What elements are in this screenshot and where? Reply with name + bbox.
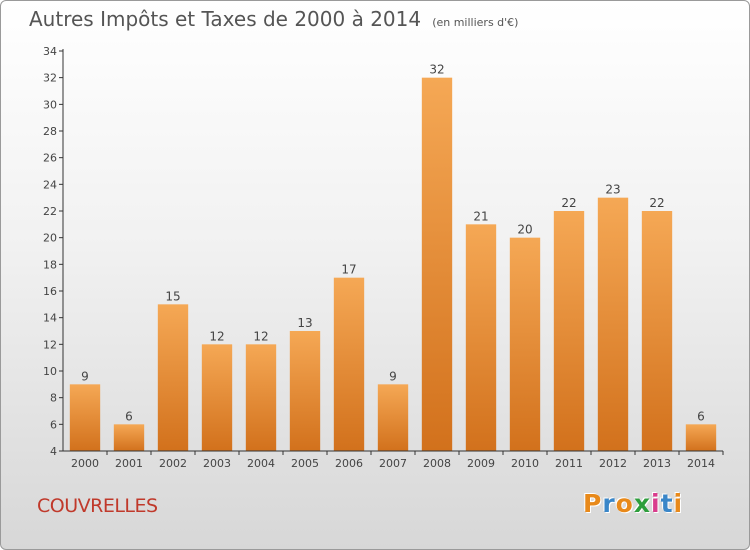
- x-tick-label-2007: 2007: [379, 457, 407, 470]
- logo-letter: i: [651, 489, 661, 518]
- logo-letter: P: [583, 489, 603, 518]
- y-tick-label: 4: [50, 445, 57, 458]
- x-tick-label-2001: 2001: [115, 457, 143, 470]
- y-tick-label: 20: [43, 232, 57, 245]
- y-tick-label: 12: [43, 338, 57, 351]
- x-tick-label-2010: 2010: [511, 457, 539, 470]
- bar-2009: [465, 224, 497, 451]
- value-label-2009: 21: [473, 209, 488, 223]
- bar-2005: [289, 331, 321, 451]
- value-label-2008: 32: [429, 63, 444, 77]
- y-tick-label: 30: [43, 98, 57, 111]
- x-tick-label-2012: 2012: [599, 457, 627, 470]
- bar-2001: [113, 424, 145, 451]
- logo-letter: x: [633, 489, 651, 518]
- bar-2007: [377, 384, 409, 451]
- y-tick-label: 32: [43, 72, 57, 85]
- x-tick-label-2005: 2005: [291, 457, 319, 470]
- value-label-2001: 6: [125, 409, 133, 423]
- proxiti-logo[interactable]: Proxiti: [583, 489, 683, 518]
- value-label-2011: 22: [561, 196, 576, 210]
- y-tick-label: 16: [43, 285, 57, 298]
- y-tick-label: 22: [43, 205, 57, 218]
- y-tick-label: 14: [43, 312, 57, 325]
- bar-2003: [201, 344, 233, 451]
- value-label-2007: 9: [389, 369, 397, 383]
- value-label-2012: 23: [605, 183, 620, 197]
- x-tick-label-2004: 2004: [247, 457, 275, 470]
- logo-letter: t: [660, 489, 674, 518]
- y-tick-label: 24: [43, 178, 57, 191]
- logo-letter: o: [615, 489, 634, 518]
- chart-title-row: Autres Impôts et Taxes de 2000 à 2014 (e…: [29, 7, 518, 31]
- value-label-2003: 12: [209, 329, 224, 343]
- x-tick-label-2000: 2000: [71, 457, 99, 470]
- x-tick-label-2013: 2013: [643, 457, 671, 470]
- bar-2011: [553, 211, 585, 451]
- x-tick-label-2011: 2011: [555, 457, 583, 470]
- value-label-2013: 22: [649, 196, 664, 210]
- value-label-2000: 9: [81, 369, 89, 383]
- bar-2002: [157, 304, 189, 451]
- bars: 9 6 15 12 12 13 17 9 32 21 20 22 23 22 6: [69, 63, 717, 452]
- y-tick-label: 34: [43, 45, 57, 58]
- x-tick-label-2014: 2014: [687, 457, 715, 470]
- chart-subtitle: (en milliers d'€): [432, 16, 519, 29]
- value-label-2014: 6: [697, 409, 705, 423]
- x-axis: 2000 2001 2002 2003 2004 2005 2006 2007 2008 2009…: [63, 450, 724, 470]
- bar-2014: [685, 424, 717, 451]
- y-tick-label: 28: [43, 125, 57, 138]
- bar-2012: [597, 197, 629, 451]
- y-tick-label: 18: [43, 258, 57, 271]
- value-label-2006: 17: [341, 263, 356, 277]
- logo-letter: r: [602, 489, 616, 518]
- bar-2000: [69, 384, 101, 451]
- y-tick-label: 10: [43, 365, 57, 378]
- value-label-2002: 15: [165, 289, 180, 303]
- y-tick-label: 6: [50, 418, 57, 431]
- y-axis: 4 6 8 10 12 14 16 18 20 22 24 26 28 30 32 34: [43, 45, 64, 458]
- value-label-2005: 13: [297, 316, 312, 330]
- x-tick-label-2003: 2003: [203, 457, 231, 470]
- x-tick-label-2009: 2009: [467, 457, 495, 470]
- bar-2010: [509, 237, 541, 451]
- bar-2004: [245, 344, 277, 451]
- value-label-2004: 12: [253, 329, 268, 343]
- bar-2008: [421, 77, 453, 452]
- logo-letter: i: [673, 489, 684, 518]
- x-tick-label-2002: 2002: [159, 457, 187, 470]
- y-tick-label: 8: [50, 392, 57, 405]
- y-tick-label: 26: [43, 152, 57, 165]
- bar-2006: [333, 277, 365, 451]
- town-name: COUVRELLES: [37, 495, 158, 517]
- value-label-2010: 20: [517, 223, 532, 237]
- bar-2013: [641, 211, 673, 451]
- x-tick-label-2006: 2006: [335, 457, 363, 470]
- x-tick-label-2008: 2008: [423, 457, 451, 470]
- chart-title: Autres Impôts et Taxes de 2000 à 2014: [29, 7, 422, 31]
